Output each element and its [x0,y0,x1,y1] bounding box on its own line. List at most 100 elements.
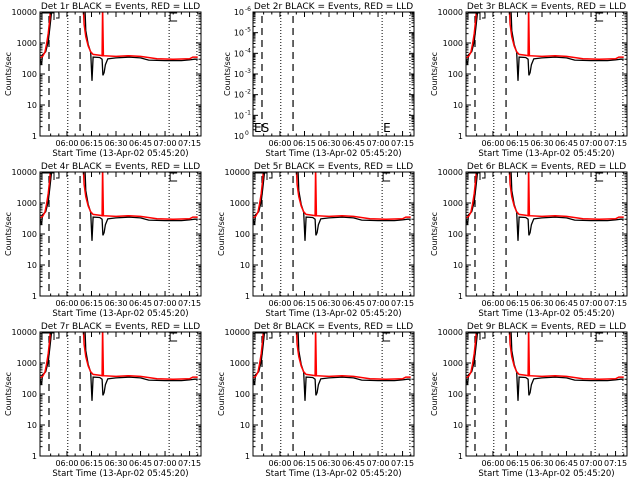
start-marker-tick [269,333,273,339]
x-tick-label: 07:00 [367,139,390,148]
y-tick-label: 10 [240,261,250,270]
series-line-events [40,12,198,81]
start-marker-bracket [41,332,55,340]
series-line-events [466,172,624,241]
y-tick-label: 100 [448,230,463,239]
x-tick-label: 06:00 [268,139,291,148]
plot-title: Det 2r BLACK = Events, RED = LLD [254,2,413,12]
x-tick-label: 06:00 [55,459,78,468]
y-tick-label: 10 [453,261,463,270]
y-tick-label: 1000 [17,39,37,48]
x-tick-label: 06:15 [506,139,529,148]
x-tick-label: 07:00 [367,299,390,308]
x-tick-label: 06:30 [104,299,127,308]
y-tick-label: 10000 [225,328,250,337]
plot-axes-box [252,331,415,457]
x-tick-label: 07:00 [580,459,603,468]
y-tick-label: 100 [448,70,463,79]
y-tick-label: 10000 [12,8,37,17]
y-tick-label: 10 [27,421,37,430]
x-tick-label: 07:15 [178,299,201,308]
y-tick-label: 1 [32,132,37,141]
plot-axes-box [465,171,628,297]
y-axis-label: Counts/sec [4,52,13,96]
x-tick-label: 07:15 [391,299,414,308]
x-tick-label: 06:45 [129,299,152,308]
y-tick-label: 10000 [12,168,37,177]
y-tick-label: 1000 [443,39,463,48]
x-tick-label: 06:15 [506,459,529,468]
x-tick-label: 06:00 [481,139,504,148]
series-line-lld [40,332,198,380]
start-marker-bracket [467,332,481,340]
x-axis-label: Start Time (13-Apr-02 05:45:20) [52,469,188,479]
start-marker-label: ES [254,121,269,135]
start-marker-tick [56,173,60,179]
y-tick-exponent: 0 [245,130,249,137]
x-tick-label: 07:15 [178,459,201,468]
x-tick-label: 07:00 [580,299,603,308]
x-tick-label: 07:00 [580,139,603,148]
y-tick-label: 10000 [438,8,463,17]
y-tick-label: 1 [32,452,37,461]
plot-title: Det 7r BLACK = Events, RED = LLD [41,322,200,332]
y-tick-label: 10 [453,101,463,110]
x-tick-label: 06:30 [530,139,553,148]
plot-title: Det 1r BLACK = Events, RED = LLD [41,2,200,12]
plot-axes-box [252,11,415,137]
series-line-events [40,332,198,401]
x-axis-label: Start Time (13-Apr-02 05:45:20) [265,469,401,479]
start-marker-tick [56,333,60,339]
y-axis-label: Counts/sec [223,52,232,96]
x-axis-label: Start Time (13-Apr-02 05:45:20) [52,309,188,319]
x-tick-label: 06:45 [555,299,578,308]
y-tick-label: 1 [245,452,250,461]
plot-panel-8: Det 8r BLACK = Events, RED = LLD 1 10 100 10… [217,322,415,479]
y-tick-label: 1 [458,452,463,461]
plot-axes-box [465,331,628,457]
start-marker-tick [482,173,486,179]
y-axis-label: Counts/sec [4,212,13,256]
x-tick-label: 06:45 [342,139,365,148]
start-marker-bracket [467,12,481,20]
x-tick-label: 07:15 [391,459,414,468]
y-tick-label: 10 [27,261,37,270]
plot-axes-box [39,11,202,137]
y-tick-label: 100 [22,70,37,79]
series-line-lld [40,12,198,60]
plot-title: Det 4r BLACK = Events, RED = LLD [41,162,200,172]
series-line-lld [253,172,411,220]
y-tick-label: 1000 [230,199,250,208]
start-marker-tick [56,13,60,19]
x-tick-label: 06:30 [317,459,340,468]
x-tick-label: 06:45 [129,459,152,468]
y-axis-label: Counts/sec [430,212,439,256]
x-tick-label: 06:45 [342,459,365,468]
y-axis-label: Counts/sec [4,372,13,416]
x-tick-label: 06:45 [129,139,152,148]
y-tick-label: 100 [22,230,37,239]
y-tick-label: 1 [458,292,463,301]
y-tick-label: 10 [240,421,250,430]
y-tick-label: 100 [235,390,250,399]
plot-panel-3: Det 3r BLACK = Events, RED = LLD 1 10 100 10… [430,2,628,159]
plot-panel-9: Det 9r BLACK = Events, RED = LLD 1 10 100 10… [430,322,628,479]
y-tick-label: 10000 [225,168,250,177]
x-axis-label: Start Time (13-Apr-02 05:45:20) [265,309,401,319]
plot-title: Det 9r BLACK = Events, RED = LLD [467,322,626,332]
start-marker-bracket [41,12,55,20]
start-marker-bracket [254,332,268,340]
x-tick-label: 06:15 [293,139,316,148]
start-marker-tick [482,333,486,339]
x-tick-label: 07:00 [367,459,390,468]
plot-axes-box [465,11,628,137]
y-tick-label: 100 [22,390,37,399]
plot-title: Det 6r BLACK = Events, RED = LLD [467,162,626,172]
y-tick-exponent: -1 [245,109,251,116]
x-tick-label: 06:00 [55,299,78,308]
plot-axes-box [39,171,202,297]
x-tick-label: 06:15 [506,299,529,308]
y-tick-label: 1000 [230,359,250,368]
